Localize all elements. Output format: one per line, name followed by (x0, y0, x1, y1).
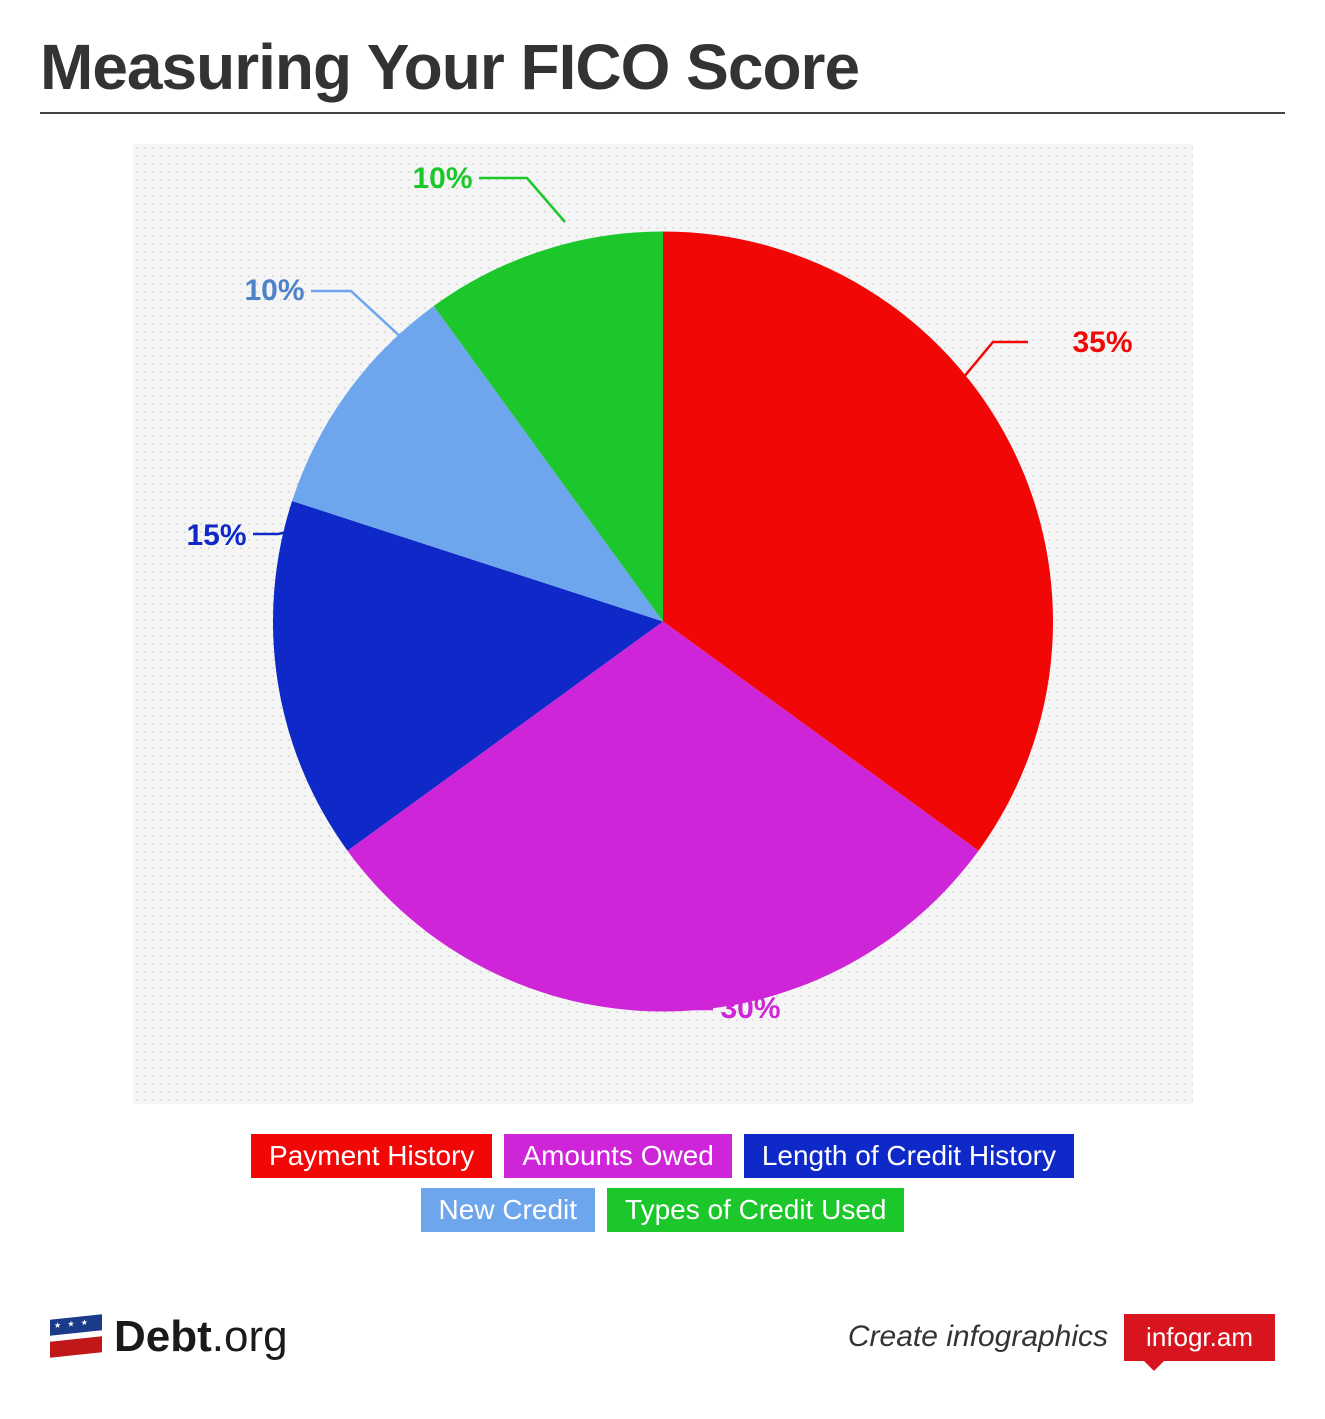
slice-label: 35% (1073, 326, 1133, 360)
slice-label: 10% (245, 274, 305, 308)
legend-item: Amounts Owed (504, 1134, 731, 1178)
flag-icon: ★ ★ ★ (50, 1317, 102, 1357)
pie-chart (273, 232, 1053, 1017)
logo-text: Debt.org (114, 1312, 288, 1362)
title-rule (40, 112, 1285, 114)
create-infographics-block: Create infographics infogr.am (848, 1314, 1275, 1361)
legend-item: Types of Credit Used (607, 1188, 904, 1232)
infogram-badge[interactable]: infogr.am (1124, 1314, 1275, 1361)
legend-item: New Credit (421, 1188, 595, 1232)
pie-chart-panel: 35% 30% 15% 10% 10% (133, 144, 1193, 1104)
slice-label: 10% (413, 162, 473, 196)
logo-light: .org (212, 1312, 288, 1361)
page-title: Measuring Your FICO Score (40, 30, 1285, 104)
debt-org-logo: ★ ★ ★ Debt.org (50, 1312, 288, 1362)
legend-item: Length of Credit History (744, 1134, 1074, 1178)
leader-line (479, 178, 565, 222)
create-infographics-text: Create infographics (848, 1320, 1108, 1354)
legend-item: Payment History (251, 1134, 492, 1178)
logo-bold: Debt (114, 1312, 212, 1361)
legend: Payment History Amounts Owed Length of Cre… (223, 1134, 1103, 1232)
slice-label: 30% (721, 992, 781, 1026)
footer: ★ ★ ★ Debt.org Create infographics infog… (40, 1312, 1285, 1362)
slice-label: 15% (187, 519, 247, 553)
